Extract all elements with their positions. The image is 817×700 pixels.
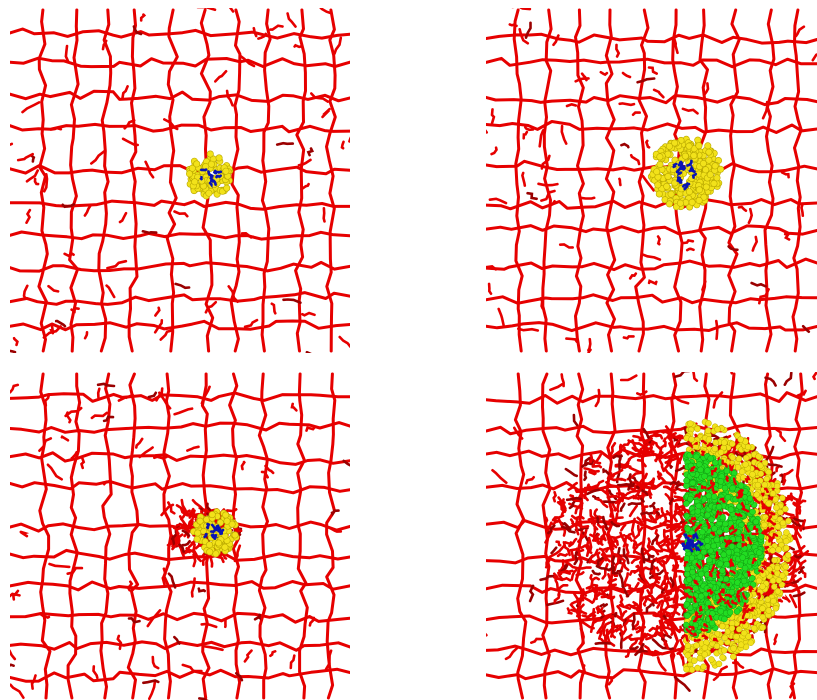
network-render-bottom-left xyxy=(10,372,350,700)
particle-cluster xyxy=(647,135,725,211)
large-cluster xyxy=(680,418,794,673)
network-render-top-right xyxy=(486,8,817,353)
panel-bottom-right xyxy=(486,372,817,700)
network-render-bottom-right xyxy=(486,372,817,700)
panel-top-left xyxy=(10,8,350,353)
panel-bottom-left xyxy=(10,372,350,700)
polymer-network xyxy=(486,8,817,353)
particle-cluster xyxy=(190,508,240,558)
particle-cluster xyxy=(186,150,234,200)
panel-top-right xyxy=(486,8,817,353)
polymer-network xyxy=(10,8,350,353)
network-render-top-left xyxy=(10,8,350,353)
